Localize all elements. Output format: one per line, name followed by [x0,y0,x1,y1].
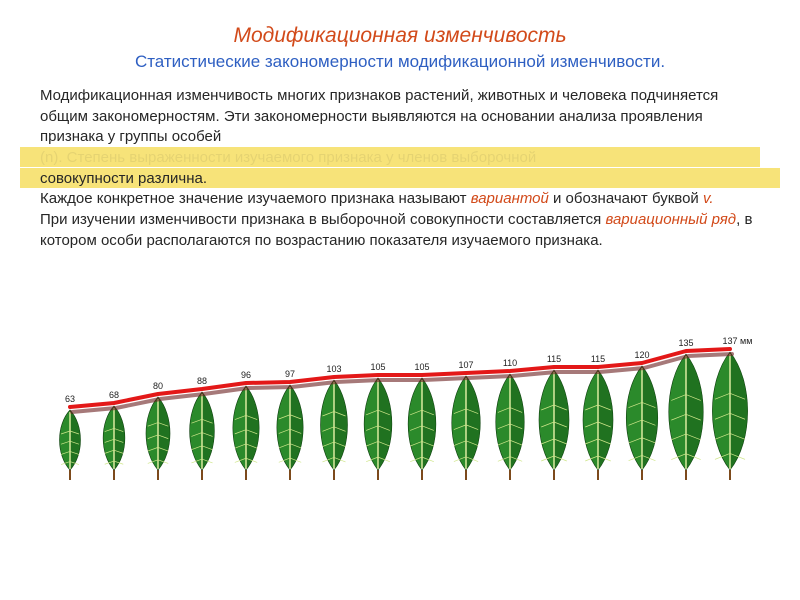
chart-canvas [40,270,760,490]
leaf-value: 110 [503,358,517,368]
leaf-value: 115 [591,354,605,364]
leaf-value: 80 [153,381,163,391]
leaf-value: 135 [678,338,693,348]
variation-chart: 63 68 80 88 96 97 103 105 105 107 110 115 115 120 135 1… [40,270,760,490]
slide: Модификационная изменчивость Статистичес… [0,0,800,490]
term-variation-series: вариационный ряд [605,211,736,228]
unit-label: мм [740,336,752,346]
leaf-value: 115 [547,354,561,364]
leaf-value: 120 [634,350,649,360]
leaf-value: 105 [370,362,385,372]
leaf-value: 96 [241,370,251,380]
leaf-value: 107 [458,360,473,370]
para-3c: и обозначают буквой [549,190,703,207]
para-1: Модификационная изменчивость многих приз… [40,87,718,145]
para-3a: Каждое конкретное значение изучаемого пр… [40,190,471,207]
leaf-value: 97 [285,369,295,379]
para-4a: При изучении изменчивости признака в выб… [40,211,605,228]
para-1o: (n). Степень выраженности изучаемого при… [40,149,536,166]
leaf-value: 68 [109,390,119,400]
term-variant: вариантой [471,190,549,207]
slide-subtitle: Статистические закономерности модификаци… [40,52,760,72]
para-2: совокупности различна. [40,170,207,187]
leaf-value: 103 [326,364,341,374]
leaf-value: 88 [197,376,207,386]
leaf-value: 105 [414,362,429,372]
term-v: v. [703,190,714,207]
leaf-value: 63 [65,394,75,404]
body-text: Модификационная изменчивость многих приз… [40,86,760,252]
leaf-value: 137 [722,336,737,346]
slide-title: Модификационная изменчивость [40,24,760,48]
